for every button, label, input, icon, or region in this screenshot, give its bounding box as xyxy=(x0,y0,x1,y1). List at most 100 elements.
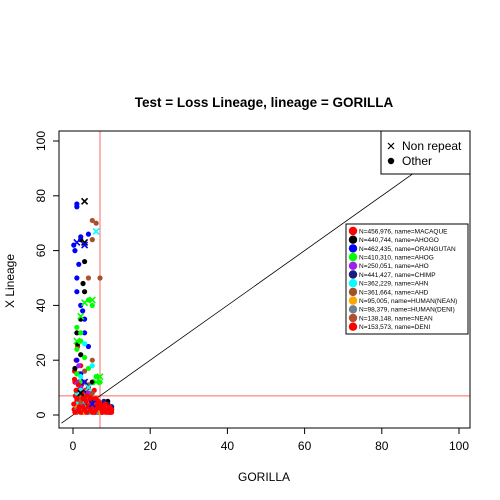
diagonal-line xyxy=(61,132,470,424)
data-point xyxy=(81,341,88,347)
data-point xyxy=(78,338,84,344)
data-point xyxy=(95,401,101,407)
data-point xyxy=(97,379,103,385)
cross-point xyxy=(77,312,85,320)
cross-point xyxy=(73,337,81,345)
series-legend-label: N=153,573, name=DENI xyxy=(359,324,430,331)
marker-legend-box xyxy=(380,130,471,175)
legend-swatch xyxy=(348,244,358,253)
marker-legend-label: Non repeat xyxy=(402,139,462,153)
data-point xyxy=(71,401,77,407)
plot-contents xyxy=(59,131,470,428)
data-point xyxy=(80,308,86,314)
data-point xyxy=(89,379,95,385)
cross-point xyxy=(88,296,96,304)
cross-point xyxy=(81,238,89,246)
data-point xyxy=(89,217,95,224)
cross-point xyxy=(84,384,93,392)
data-point xyxy=(102,401,109,407)
data-point xyxy=(107,409,113,415)
data-point xyxy=(85,231,92,237)
legend-swatch xyxy=(348,261,358,270)
data-point xyxy=(93,374,99,380)
legend-swatch xyxy=(348,287,358,297)
circle-icon xyxy=(387,157,395,165)
series-legend-label: N=98,379, name=HUMAN(DENI) xyxy=(359,307,455,314)
plot-area xyxy=(58,130,471,429)
x-tick-label: 40 xyxy=(221,439,235,453)
data-point xyxy=(78,234,84,240)
data-point xyxy=(81,330,88,336)
cross-point xyxy=(88,400,96,408)
data-point xyxy=(74,289,80,295)
cross-icon xyxy=(387,142,395,150)
series-legend-label: N=462,435, name=ORANGUTAN xyxy=(359,246,456,253)
data-point xyxy=(97,275,103,281)
series-legend-label: N=361,664, name=AHD xyxy=(359,289,429,296)
series-legend-label: N=95,005, name=HUMAN(NEAN) xyxy=(359,298,457,305)
data-point xyxy=(89,302,95,308)
data-point xyxy=(85,343,92,350)
data-point xyxy=(74,275,80,281)
series-legend-label: N=440,744, name=AHOGO xyxy=(359,237,439,244)
y-tick-label: 100 xyxy=(34,131,48,151)
x-tick-label: 60 xyxy=(298,439,312,453)
data-point xyxy=(76,363,82,369)
series-legend-label: N=138,148, name=NEAN xyxy=(359,315,433,322)
cross-point xyxy=(92,378,100,386)
data-point xyxy=(87,395,93,402)
data-point xyxy=(81,354,88,361)
legend-swatch xyxy=(348,235,358,244)
data-point xyxy=(85,275,92,281)
series-legend-box xyxy=(345,223,469,335)
data-point xyxy=(74,330,80,336)
marker-legend-label: Other xyxy=(402,154,432,168)
series-legend-label: N=362,229, name=AHN xyxy=(359,281,429,288)
cross-point xyxy=(81,378,89,386)
legend-swatch xyxy=(348,270,358,279)
legend-swatch xyxy=(348,305,358,314)
data-point xyxy=(81,406,88,413)
data-point xyxy=(92,395,98,402)
legend-swatch xyxy=(348,279,358,288)
data-point xyxy=(74,371,80,377)
series-legend: N=456,976, name=MACAQUE N=440,744, name=A… xyxy=(345,223,469,335)
y-tick-label: 60 xyxy=(34,244,48,258)
data-point xyxy=(91,404,97,410)
plot-border xyxy=(58,130,471,429)
data-point xyxy=(81,368,88,374)
data-point xyxy=(89,409,95,415)
data-point xyxy=(103,406,109,413)
data-point xyxy=(78,330,84,336)
series-11 xyxy=(71,376,115,415)
legend-swatch xyxy=(348,226,358,236)
x-axis-label: GORILLA xyxy=(238,470,290,484)
data-point xyxy=(80,280,86,287)
cross-point xyxy=(92,227,100,235)
y-tick-label: 40 xyxy=(34,298,48,312)
cross-point xyxy=(81,299,89,307)
legend-swatch xyxy=(348,296,358,305)
data-point xyxy=(89,390,95,396)
data-point xyxy=(74,204,80,210)
legend-swatch xyxy=(348,313,358,323)
data-point xyxy=(89,363,95,369)
legend-swatch xyxy=(348,322,358,331)
cross-point xyxy=(81,197,89,205)
data-point xyxy=(72,365,78,372)
data-point xyxy=(78,374,84,380)
y-tick-label: 20 xyxy=(34,353,48,367)
data-point xyxy=(98,406,105,413)
cross-point xyxy=(81,241,89,249)
x-tick-label: 80 xyxy=(375,439,389,453)
x-tick-label: 100 xyxy=(449,439,469,453)
y-tick-label: 80 xyxy=(34,189,48,203)
non-repeat-marks xyxy=(73,197,104,408)
y-tick-label: 0 xyxy=(34,411,48,418)
data-point xyxy=(74,395,80,402)
series-legend-label: N=250,051, name=AHO xyxy=(359,263,429,270)
data-point xyxy=(81,258,88,265)
data-point xyxy=(89,237,95,243)
